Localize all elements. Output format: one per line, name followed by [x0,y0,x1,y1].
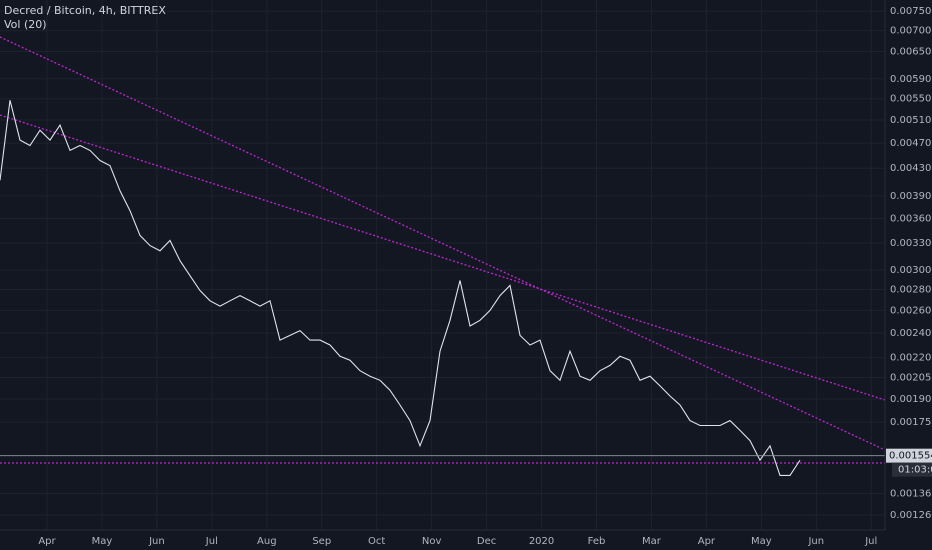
countdown-box [892,462,932,477]
x-tick-label: Jun [148,536,165,547]
countdown-label: 01:03:06 [898,465,932,476]
y-tick-label: 0.00240000 [890,328,932,339]
y-tick-label: 0.00430000 [890,163,932,174]
last-price-label: 0.00155461 [889,451,932,462]
x-tick-label: Mar [642,536,662,547]
x-tick-label: Jul [864,536,877,547]
x-tick-label: Feb [588,536,606,547]
y-tick-label: 0.00360000 [890,213,932,224]
y-tick-label: 0.00280000 [890,284,932,295]
y-tick-label: 0.00470000 [890,138,932,149]
x-tick-label: Sep [312,536,331,547]
y-tick-label: 0.00650000 [890,47,932,58]
trend-line [0,114,886,401]
y-tick-label: 0.00136000 [890,488,932,499]
y-tick-label: 0.00220000 [890,353,932,364]
x-tick-label: Aug [257,536,277,547]
indicator-label: Vol (20) [4,18,47,31]
x-tick-label: Apr [38,536,56,547]
y-tick-label: 0.00750000 [890,6,932,17]
y-tick-label: 0.00700000 [890,26,932,37]
x-tick-label: Dec [477,536,496,547]
y-tick-label: 0.00300000 [890,265,932,276]
y-tick-label: 0.00260000 [890,305,932,316]
x-tick-label: May [92,536,113,547]
y-tick-label: 0.00205000 [890,373,932,384]
x-tick-label: Nov [422,536,442,547]
x-tick-label: Jun [807,536,824,547]
price-line [0,100,801,476]
x-tick-label: Jul [205,536,218,547]
y-tick-label: 0.00390000 [890,191,932,202]
y-tick-label: 0.00190000 [890,394,932,405]
y-tick-label: 0.00126000 [890,510,932,521]
y-tick-label: 0.00590000 [890,74,932,85]
x-tick-label: Apr [698,536,716,547]
x-tick-label: Oct [368,536,385,547]
x-tick-label: May [751,536,772,547]
chart-title: Decred / Bitcoin, 4h, BITTREX [4,4,166,17]
y-tick-label: 0.00510000 [890,115,932,126]
axes: 0.00750000 0.00700000 0.00650000 0.00590000… [38,6,932,547]
x-tick-label: 2020 [529,536,554,547]
y-tick-label: 0.00550000 [890,94,932,105]
y-tick-label: 0.00330000 [890,238,932,249]
y-tick-label: 0.00175000 [890,417,932,428]
trend-line [0,36,886,451]
plot [0,100,885,476]
last-price-box [886,448,932,463]
